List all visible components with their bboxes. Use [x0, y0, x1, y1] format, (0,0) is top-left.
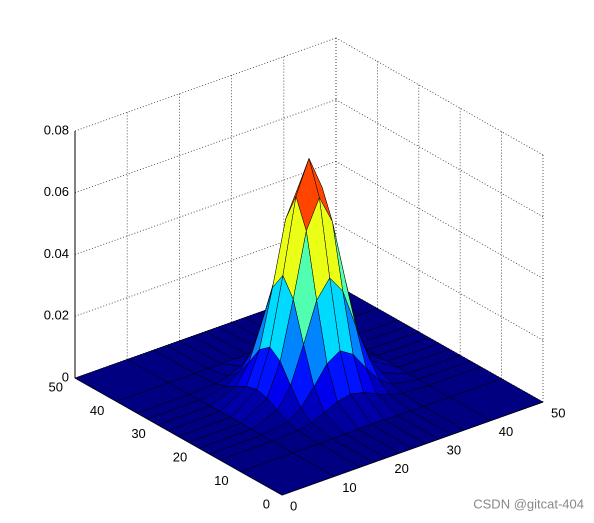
y-tick-label: 40: [90, 403, 104, 418]
grid-line: [74, 161, 337, 255]
surface-patch: [240, 452, 335, 496]
y-tick-label: 20: [173, 450, 187, 465]
grid-line: [335, 161, 544, 279]
z-tick-label: 0.08: [44, 122, 69, 137]
grid-line: [335, 37, 544, 156]
grid-line: [74, 37, 337, 132]
x-tick-label: 0: [290, 498, 297, 513]
grid-line: [335, 222, 544, 341]
x-tick-label: 50: [551, 405, 565, 420]
x-tick-label: 40: [499, 424, 513, 439]
z-tick-label: 0: [62, 369, 69, 384]
y-tick-label: 10: [214, 473, 228, 488]
grid-line: [74, 222, 337, 317]
grid-line: [335, 99, 544, 218]
z-tick-label: 0.04: [44, 246, 69, 261]
watermark: CSDN @gitcat-404: [473, 496, 584, 511]
y-tick-label: 50: [49, 379, 63, 394]
z-tick-label: 0.02: [44, 308, 69, 323]
x-tick-label: 30: [447, 443, 461, 458]
y-tick-label: 0: [263, 496, 270, 511]
z-tick-label: 0.06: [44, 184, 69, 199]
grid-line: [74, 99, 337, 194]
y-tick-label: 30: [131, 426, 145, 441]
x-tick-label: 20: [394, 461, 408, 476]
x-tick-label: 10: [342, 480, 356, 495]
